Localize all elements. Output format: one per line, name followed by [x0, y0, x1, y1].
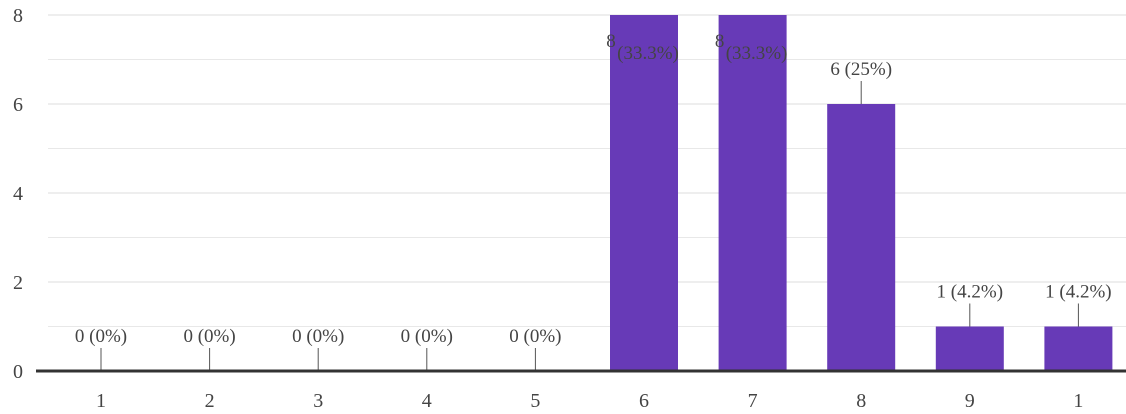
x-tick-label: 9	[965, 390, 975, 412]
bar	[610, 15, 678, 371]
x-tick-label: 2	[205, 390, 215, 412]
x-axis-ticks: 1 2 3 4 5 6 7 8 9 1	[96, 390, 1083, 412]
label-leaders	[100, 81, 1079, 371]
data-label: 0 (0%)	[401, 326, 453, 347]
y-tick-label: 0	[13, 361, 23, 383]
x-tick-label: 1	[1073, 390, 1083, 412]
data-label: 0 (0%)	[75, 326, 127, 347]
bar	[827, 104, 896, 371]
y-axis-ticks: 0 2 4 6 8	[13, 5, 23, 383]
x-tick-label: 7	[748, 390, 758, 412]
x-tick-label: 6	[639, 390, 649, 412]
y-tick-label: 2	[13, 272, 23, 294]
data-label-percent: (33.3%)	[726, 43, 788, 64]
gridlines	[48, 14, 1126, 327]
x-tick-label: 3	[313, 390, 323, 412]
bar	[935, 326, 1004, 371]
bar	[718, 15, 787, 371]
data-label-percent: (33.3%)	[617, 43, 679, 64]
data-label-count: 8	[715, 31, 725, 52]
y-tick-label: 4	[13, 183, 23, 205]
data-label: 0 (0%)	[183, 326, 235, 347]
data-label-count: 8	[606, 31, 616, 52]
data-label: 0 (0%)	[292, 326, 344, 347]
x-tick-label: 4	[422, 390, 432, 412]
x-tick-label: 1	[96, 390, 106, 412]
bars	[610, 15, 1113, 371]
data-label: 1 (4.2%)	[937, 282, 1003, 303]
data-label: 1 (4.2%)	[1045, 282, 1111, 303]
data-label: 6 (25%)	[830, 59, 892, 80]
y-tick-label: 6	[13, 94, 23, 116]
data-label: 0 (0%)	[509, 326, 561, 347]
x-tick-label: 8	[856, 390, 866, 412]
y-tick-label: 8	[13, 5, 23, 27]
x-tick-label: 5	[530, 390, 540, 412]
bar	[1044, 326, 1113, 371]
data-labels: 0 (0%) 0 (0%) 0 (0%) 0 (0%) 0 (0%)8(33.3%)8(…	[75, 31, 1112, 347]
